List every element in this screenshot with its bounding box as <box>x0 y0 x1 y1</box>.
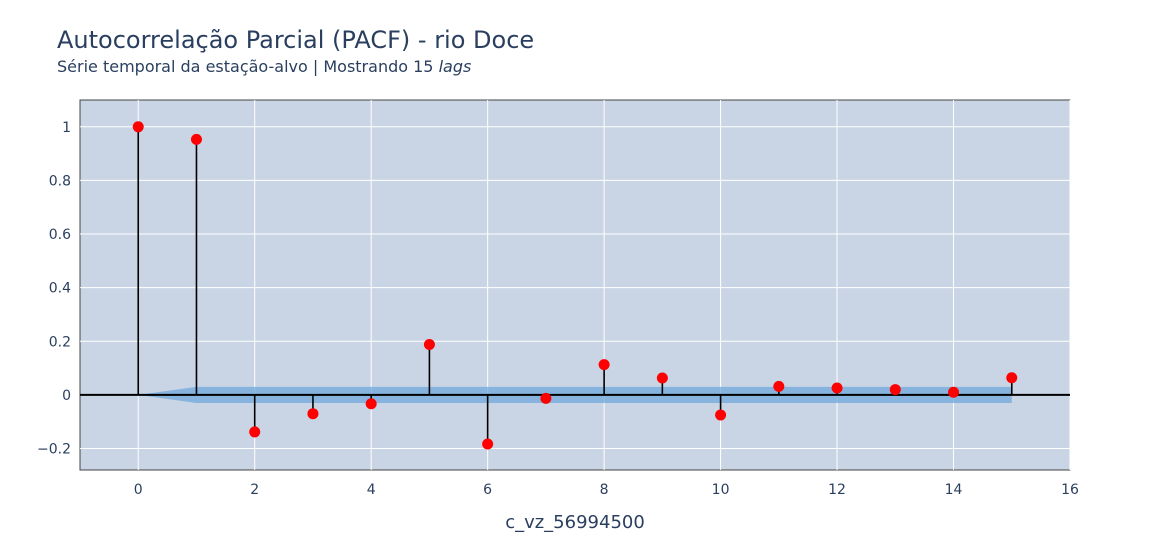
x-axis-label: c_vz_56994500 <box>505 512 645 533</box>
y-tick-label: 0.4 <box>49 281 71 297</box>
marker-lag-14 <box>948 386 960 398</box>
y-tick-label: 0.2 <box>49 334 71 350</box>
chart-subtitle: Série temporal da estação-alvo | Mostran… <box>57 57 471 76</box>
y-tick-label: 0 <box>62 388 71 404</box>
marker-lag-5 <box>423 339 435 351</box>
y-tick-label: 0.6 <box>49 227 71 243</box>
x-tick-label: 6 <box>483 482 492 498</box>
subtitle-lags: lags <box>438 57 472 76</box>
marker-lag-11 <box>773 380 785 392</box>
y-tick-label: 1 <box>62 120 71 136</box>
marker-lag-0 <box>132 121 144 133</box>
y-tick-label: 0.8 <box>49 173 71 189</box>
marker-lag-15 <box>1006 372 1018 384</box>
marker-lag-1 <box>190 133 202 145</box>
marker-lag-2 <box>249 426 261 438</box>
marker-lag-12 <box>831 382 843 394</box>
marker-lag-6 <box>482 438 494 450</box>
x-ticks: 0 2 4 6 8 10 12 14 16 <box>134 482 1079 498</box>
markers <box>132 121 1018 450</box>
marker-lag-9 <box>656 372 668 384</box>
subtitle-text: Série temporal da estação-alvo | Mostran… <box>57 57 439 76</box>
marker-lag-10 <box>715 409 727 421</box>
marker-lag-3 <box>307 408 319 420</box>
plot-area <box>79 99 1071 471</box>
y-ticks: −0.2 0 0.2 0.4 0.6 0.8 1 <box>37 120 71 458</box>
y-tick-label: −0.2 <box>37 442 71 458</box>
x-tick-label: 14 <box>945 482 963 498</box>
x-tick-label: 10 <box>712 482 730 498</box>
chart-title: Autocorrelação Parcial (PACF) - rio Doce <box>57 26 535 54</box>
marker-lag-8 <box>598 359 610 371</box>
x-tick-label: 0 <box>134 482 143 498</box>
x-tick-label: 8 <box>600 482 609 498</box>
x-tick-label: 4 <box>367 482 376 498</box>
x-tick-label: 2 <box>250 482 259 498</box>
x-tick-label: 16 <box>1061 482 1079 498</box>
marker-lag-4 <box>365 398 377 410</box>
x-tick-label: 12 <box>828 482 846 498</box>
marker-lag-13 <box>889 384 901 396</box>
marker-lag-7 <box>540 392 552 404</box>
